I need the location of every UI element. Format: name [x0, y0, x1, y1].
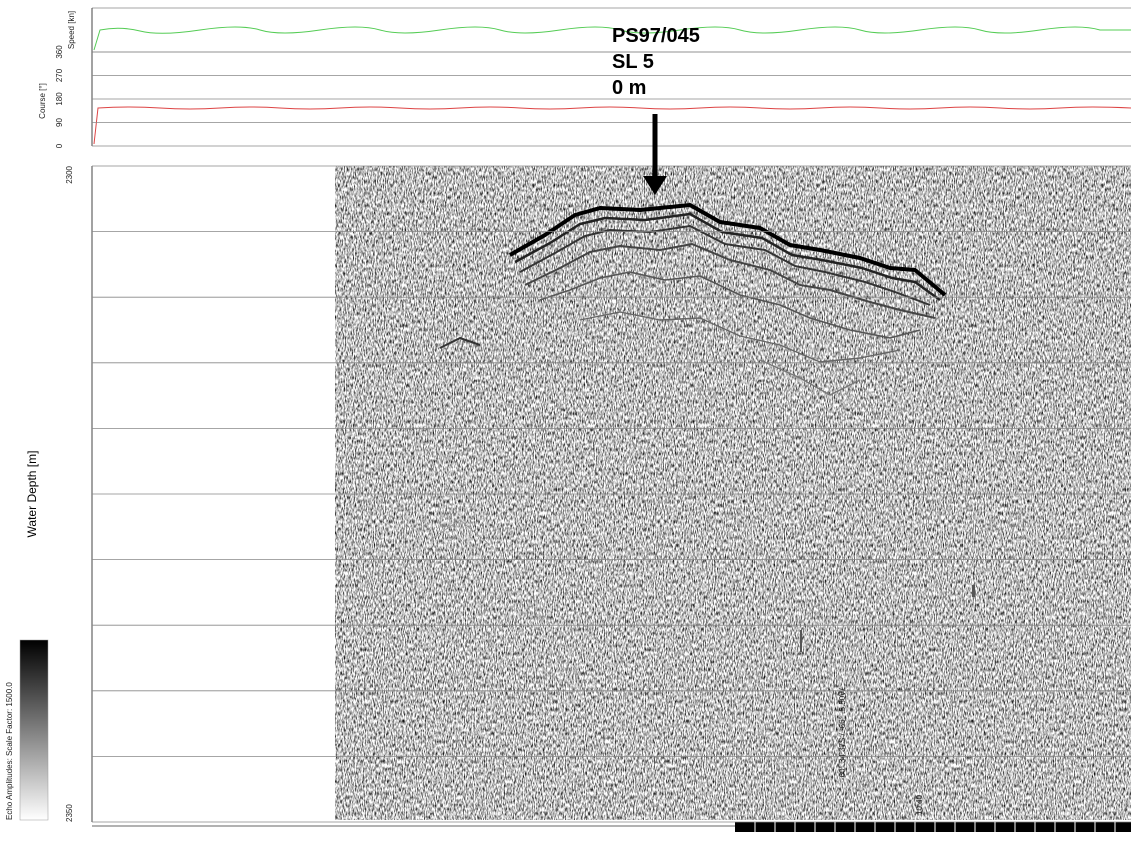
annotation: PS97/045 SL 5 0 m — [612, 25, 700, 195]
arrow-head — [643, 176, 667, 195]
course-tick: 270 — [55, 68, 64, 82]
annotation-line: SL 5 — [612, 51, 654, 73]
depth-label: Water Depth [m] — [25, 451, 39, 538]
course-tick: 360 — [55, 45, 64, 59]
depth-bottom-tick: 2350 — [65, 804, 74, 822]
depth-panel: 2300 2350 Water Depth [m] -60° 34.37S / … — [25, 165, 1131, 832]
speed-panel: Speed [kn] — [67, 7, 1131, 146]
annotation-line: 0 m — [612, 77, 646, 99]
depth-top-tick: 2300 — [65, 165, 74, 183]
time-label: 10:40 — [915, 794, 924, 815]
speed-trace — [93, 26, 1131, 51]
seafloor-reflector — [429, 203, 975, 652]
course-panel: Course [°] 360 270 180 90 0 — [38, 45, 1131, 148]
course-trace — [93, 106, 1131, 145]
position-label: -60° 34.37S / -66° -5.50W — [838, 688, 847, 780]
track-bar — [735, 822, 1131, 832]
course-tick: 90 — [55, 118, 64, 127]
colorbar: Echo Amplitudes: Scale Factor: 1500.0 — [5, 639, 49, 821]
course-tick: 180 — [55, 92, 64, 106]
echogram-noise — [335, 166, 1131, 820]
colorbar-gradient — [19, 639, 49, 821]
colorbar-label: Echo Amplitudes: Scale Factor: 1500.0 — [5, 682, 14, 820]
course-label: Course [°] — [38, 83, 47, 119]
speed-label: Speed [kn] — [67, 11, 76, 49]
course-tick: 0 — [55, 143, 64, 148]
annotation-line: PS97/045 — [612, 25, 700, 47]
